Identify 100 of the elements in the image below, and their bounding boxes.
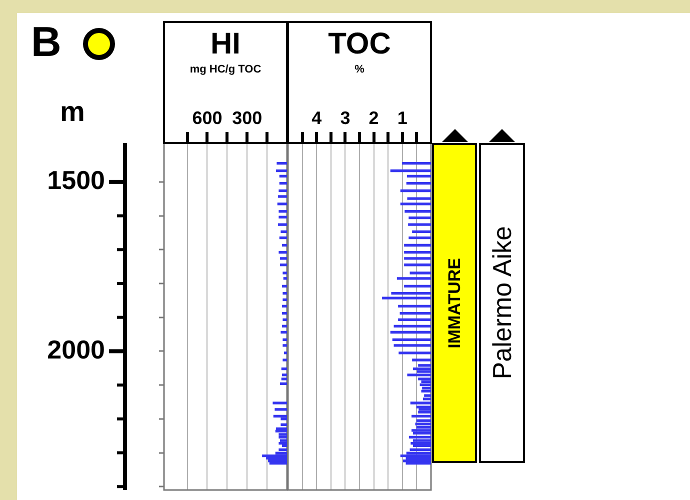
text: IMMATURE xyxy=(444,258,464,348)
bar xyxy=(407,374,431,376)
bar xyxy=(272,402,287,404)
bar xyxy=(408,436,431,439)
bar xyxy=(278,433,287,436)
chart-title: TOC xyxy=(328,27,391,60)
x-tick-label: 1 xyxy=(397,108,408,128)
bar xyxy=(410,448,431,452)
bar xyxy=(402,162,431,165)
bar xyxy=(390,330,431,334)
bar xyxy=(404,264,431,266)
bar xyxy=(404,210,431,213)
bar xyxy=(400,454,431,458)
bar xyxy=(276,169,287,172)
bar xyxy=(398,304,431,308)
bar xyxy=(278,436,287,439)
x-tick-label: 4 xyxy=(312,108,322,128)
bar xyxy=(282,324,287,328)
bar xyxy=(282,338,287,342)
bar xyxy=(396,277,431,280)
bar xyxy=(282,318,287,322)
bar xyxy=(408,216,431,220)
bar xyxy=(398,352,431,354)
bar xyxy=(282,374,287,376)
bar xyxy=(394,344,431,347)
bar xyxy=(412,358,431,362)
x-tick-label: 3 xyxy=(340,108,350,128)
bar xyxy=(282,358,287,362)
bar xyxy=(274,408,287,411)
bar xyxy=(382,296,431,300)
bar xyxy=(269,462,287,465)
bar xyxy=(282,312,287,315)
bar xyxy=(278,216,287,218)
bar xyxy=(262,454,287,458)
bar xyxy=(282,298,287,302)
bar xyxy=(400,189,431,192)
bar xyxy=(280,330,287,334)
bar xyxy=(400,202,431,206)
bar xyxy=(282,444,287,447)
bar xyxy=(392,338,431,342)
bar xyxy=(279,174,287,178)
bar xyxy=(398,318,431,322)
bar xyxy=(406,182,431,185)
bar xyxy=(412,432,431,434)
bar xyxy=(410,402,431,404)
bar xyxy=(280,382,287,386)
bar xyxy=(280,264,287,266)
bar xyxy=(391,292,431,295)
bar xyxy=(282,244,287,247)
bar xyxy=(276,427,287,430)
x-tick-label: 300 xyxy=(232,108,262,128)
bar xyxy=(412,439,431,442)
bar xyxy=(394,324,431,328)
bar xyxy=(406,462,431,465)
bar xyxy=(284,352,287,354)
bar xyxy=(410,272,431,274)
bar xyxy=(424,394,431,397)
bar xyxy=(277,202,287,206)
bar xyxy=(280,439,287,442)
bar xyxy=(416,419,431,422)
x-tick-label: 600 xyxy=(192,108,222,128)
bar xyxy=(412,429,431,432)
bar xyxy=(278,189,287,192)
bar xyxy=(404,244,431,247)
bar xyxy=(412,444,431,447)
y-axis-title: m xyxy=(60,96,85,128)
bar xyxy=(278,195,287,198)
bar xyxy=(276,162,287,165)
bar xyxy=(282,344,287,347)
bar xyxy=(278,448,287,452)
bar xyxy=(404,284,431,288)
text: Palermo Aike xyxy=(486,226,518,380)
bar xyxy=(400,312,431,315)
bar xyxy=(279,182,287,185)
bar xyxy=(412,414,431,418)
bar xyxy=(408,236,431,240)
bar xyxy=(420,383,431,386)
bar xyxy=(279,236,287,240)
x-axis-title: mg HC/g TOC xyxy=(190,64,262,76)
bar xyxy=(406,174,431,178)
bar xyxy=(418,408,431,411)
bar xyxy=(412,367,431,370)
bar xyxy=(280,230,287,234)
bar xyxy=(408,223,431,226)
bar xyxy=(282,284,287,288)
bar xyxy=(404,257,431,260)
bar xyxy=(422,386,431,390)
bar xyxy=(278,251,287,254)
y-tick-label: 1500 xyxy=(47,165,105,196)
bar xyxy=(390,169,431,172)
bar xyxy=(281,378,287,380)
x-tick-label: 2 xyxy=(368,108,379,128)
bar xyxy=(407,197,431,200)
bar xyxy=(281,367,287,370)
bar xyxy=(415,422,431,426)
bar xyxy=(278,442,287,445)
bar xyxy=(282,304,287,308)
bar xyxy=(278,223,287,226)
y-tick-label: 2000 xyxy=(47,334,105,364)
bar xyxy=(421,380,431,383)
